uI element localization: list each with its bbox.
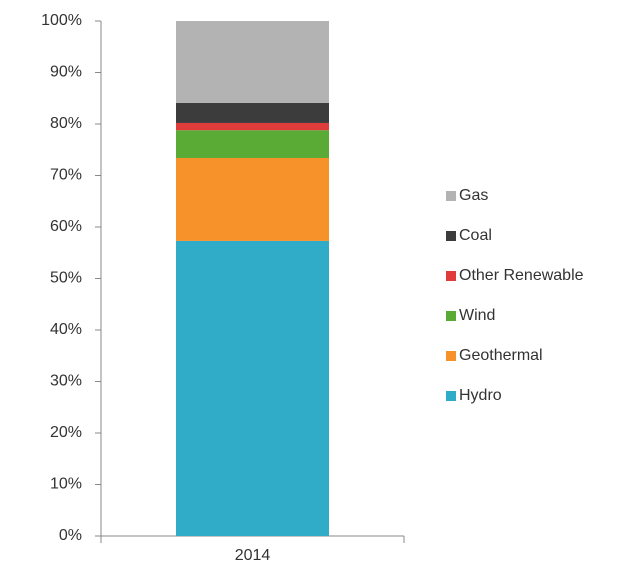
bar-segment — [176, 157, 329, 241]
y-tick-label: 20% — [50, 424, 82, 441]
legend-label: Wind — [459, 307, 495, 324]
legend-label: Coal — [459, 227, 492, 244]
y-tick-label: 70% — [50, 167, 82, 184]
y-tick-label: 80% — [50, 115, 82, 132]
x-tick-label: 2014 — [235, 547, 271, 564]
legend-swatch — [446, 391, 456, 401]
legend-swatch — [446, 191, 456, 201]
bar-segment — [176, 122, 329, 131]
bar-segment — [176, 130, 329, 158]
legend-swatch — [446, 271, 456, 281]
y-tick-label: 40% — [50, 321, 82, 338]
bar-segment — [176, 21, 329, 103]
bar-segment — [176, 102, 329, 123]
legend-label: Gas — [459, 187, 488, 204]
bar-segment — [176, 240, 329, 536]
y-tick-label: 60% — [50, 218, 82, 235]
y-tick-label: 30% — [50, 373, 82, 390]
legend-swatch — [446, 231, 456, 241]
legend-label: Geothermal — [459, 347, 543, 364]
y-tick-label: 50% — [50, 270, 82, 287]
y-tick-label: 10% — [50, 476, 82, 493]
y-tick-label: 100% — [41, 12, 82, 29]
legend-label: Other Renewable — [459, 267, 584, 284]
legend-label: Hydro — [459, 387, 502, 404]
legend-swatch — [446, 351, 456, 361]
y-tick-label: 0% — [59, 527, 82, 544]
legend-swatch — [446, 311, 456, 321]
y-tick-label: 90% — [50, 64, 82, 81]
